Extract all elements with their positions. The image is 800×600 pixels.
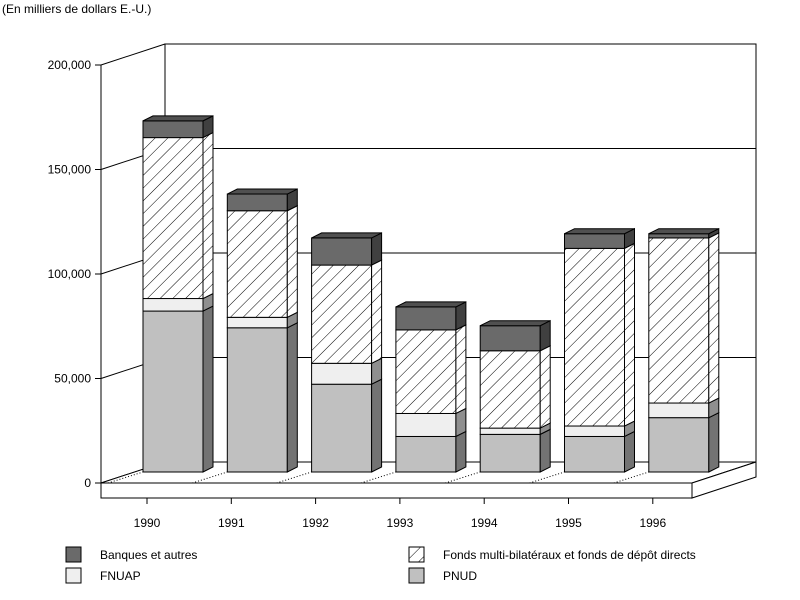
bar-side-banques-et-autres-1992	[371, 232, 383, 266]
bar-segment-pnud-1990	[142, 310, 204, 473]
bar-side-pnud-1992	[371, 378, 383, 473]
bar-side-pnud-1990	[202, 305, 214, 473]
bar-segment-pnud-1992	[311, 383, 373, 473]
bar-top-1993	[395, 301, 467, 308]
bar-segment-banques-et-autres-1993	[395, 306, 457, 331]
bar-side-pnud-1991	[286, 321, 298, 473]
bar-segment-fnuap-1993	[395, 412, 457, 437]
bar-side-pnud-1996	[708, 411, 720, 473]
bar-segment-fonds-multi-bilateraux-et-fonds-de-depot-directs-1991	[226, 210, 288, 318]
bar-segment-pnud-1994	[479, 433, 541, 473]
floor-guide	[192, 471, 228, 484]
x-tick-label: 1990	[134, 516, 161, 530]
unit-note: (En milliers de dollars E.-U.)	[2, 2, 151, 16]
bar-segment-fnuap-1994	[479, 427, 541, 435]
bar-segment-fnuap-1995	[564, 425, 625, 437]
legend-label: Fonds multi-bilatéraux et fonds de dépôt…	[443, 548, 696, 562]
y-tick-label: 50,000	[54, 372, 91, 386]
floor-side-edge	[691, 461, 757, 499]
x-tick-label: 1996	[639, 516, 666, 530]
floor-front-edge	[100, 482, 693, 499]
bar-top-1995	[564, 228, 635, 235]
bar-segment-fnuap-1990	[142, 298, 204, 312]
floor-guide	[360, 471, 397, 484]
x-tick-label: 1995	[555, 516, 582, 530]
x-tick-label: 1994	[471, 516, 498, 530]
bar-top-1990	[142, 115, 214, 122]
bar-side-fonds-multi-bilateraux-et-fonds-de-depot-directs-1996	[708, 232, 720, 404]
y-tick-label: 100,000	[48, 267, 92, 281]
bar-segment-banques-et-autres-1992	[311, 237, 373, 266]
floor-guide	[107, 471, 144, 484]
bar-segment-banques-et-autres-1995	[564, 233, 625, 249]
bar-segment-pnud-1995	[564, 435, 625, 473]
bar-side-pnud-1995	[624, 430, 635, 473]
bar-top-1994	[479, 320, 551, 327]
bar-segment-fonds-multi-bilateraux-et-fonds-de-depot-directs-1996	[648, 237, 710, 404]
y-tick-label: 150,000	[48, 163, 92, 177]
bar-side-fonds-multi-bilateraux-et-fonds-de-depot-directs-1992	[371, 259, 383, 365]
y-tick-label: 0	[84, 476, 91, 490]
bar-segment-fnuap-1992	[311, 362, 373, 385]
floor-guide	[445, 471, 481, 484]
bar-segment-fonds-multi-bilateraux-et-fonds-de-depot-directs-1992	[311, 264, 373, 364]
legend-swatch-banques-et-autres	[65, 546, 82, 563]
legend: Banques et autres Fonds multi-bilatéraux …	[65, 546, 696, 584]
bar-side-fonds-multi-bilateraux-et-fonds-de-depot-directs-1991	[286, 204, 298, 319]
x-tick-label: 1991	[218, 516, 245, 530]
legend-label: Banques et autres	[100, 548, 197, 562]
legend-label: PNUD	[443, 569, 477, 583]
bar-top-1996	[648, 228, 720, 235]
bar-side-fonds-multi-bilateraux-et-fonds-de-depot-directs-1994	[539, 344, 551, 429]
bar-segment-fonds-multi-bilateraux-et-fonds-de-depot-directs-1994	[479, 350, 541, 429]
bar-segment-banques-et-autres-1991	[226, 193, 288, 212]
bars	[107, 115, 720, 484]
bar-segment-fonds-multi-bilateraux-et-fonds-de-depot-directs-1995	[564, 247, 625, 427]
y-tick-label: 200,000	[48, 58, 92, 72]
side-gridline	[100, 43, 166, 66]
bar-side-pnud-1994	[539, 428, 551, 473]
bar-segment-banques-et-autres-1996	[648, 233, 710, 239]
bar-segment-fonds-multi-bilateraux-et-fonds-de-depot-directs-1993	[395, 329, 457, 414]
x-tick-label: 1992	[302, 516, 329, 530]
legend-swatch-fonds-multi-bilateraux-et-fonds-de-depot-directs	[408, 546, 425, 563]
bar-side-fonds-multi-bilateraux-et-fonds-de-depot-directs-1990	[202, 131, 214, 300]
bar-segment-banques-et-autres-1990	[142, 120, 204, 139]
bar-side-fonds-multi-bilateraux-et-fonds-de-depot-directs-1995	[624, 242, 635, 427]
bar-side-pnud-1993	[455, 430, 467, 473]
bar-segment-pnud-1993	[395, 435, 457, 473]
floor-guide	[613, 471, 649, 484]
x-tick-label: 1993	[387, 516, 414, 530]
bar-top-1992	[311, 232, 382, 239]
bar-segment-fnuap-1991	[226, 316, 288, 329]
bar-side-fonds-multi-bilateraux-et-fonds-de-depot-directs-1993	[455, 324, 467, 415]
legend-swatch-pnud	[408, 567, 425, 584]
legend-swatch-fnuap	[65, 567, 82, 584]
bar-segment-fnuap-1996	[648, 402, 710, 419]
bar-segment-fonds-multi-bilateraux-et-fonds-de-depot-directs-1990	[142, 137, 204, 300]
floor-guide	[276, 471, 312, 484]
bar-segment-pnud-1996	[648, 417, 710, 473]
bar-segment-pnud-1991	[226, 327, 288, 473]
bar-segment-banques-et-autres-1994	[479, 325, 541, 352]
legend-label: FNUAP	[100, 569, 141, 583]
floor-guide	[529, 471, 565, 484]
bar-top-1991	[227, 188, 298, 195]
